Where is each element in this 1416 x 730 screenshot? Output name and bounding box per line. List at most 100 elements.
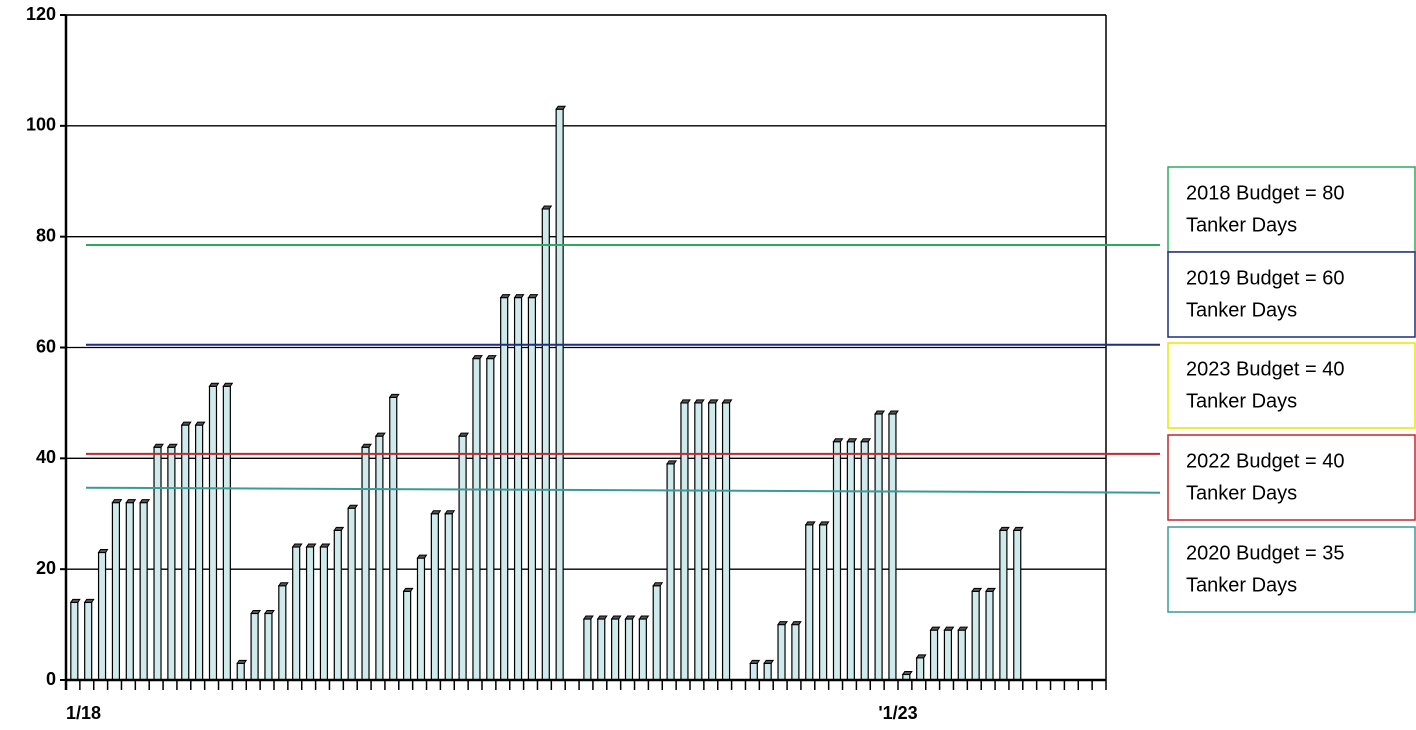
bar-top xyxy=(513,294,525,299)
bar xyxy=(832,441,842,681)
bar xyxy=(666,463,675,681)
bar xyxy=(763,662,772,681)
bar-top xyxy=(277,582,289,587)
x-tick-label: 1/18 xyxy=(66,703,101,723)
bar xyxy=(222,385,231,681)
y-tick-label: 0 xyxy=(46,669,56,689)
budget-box xyxy=(1167,434,1416,521)
bar-top xyxy=(69,598,81,603)
bar xyxy=(611,618,620,681)
budget-label: Tanker Days xyxy=(1186,390,1297,412)
bar-top xyxy=(472,355,483,360)
y-tick-label: 100 xyxy=(26,115,56,135)
bar-top xyxy=(333,526,345,531)
bar xyxy=(624,618,634,681)
bar-top xyxy=(319,543,331,548)
bar xyxy=(846,441,855,681)
bar xyxy=(208,385,218,681)
bar-top xyxy=(374,432,386,437)
budget-line xyxy=(85,486,1161,494)
budget-box xyxy=(1167,342,1416,429)
bar xyxy=(957,629,966,681)
bar-top xyxy=(305,543,317,548)
bar xyxy=(111,502,121,681)
bar-top xyxy=(624,615,636,620)
bar xyxy=(472,357,481,681)
budget-box xyxy=(1167,526,1416,613)
bar-top xyxy=(139,499,151,504)
bar-top xyxy=(236,659,248,664)
budget-label: 2023 Budget = 40 xyxy=(1186,358,1344,380)
bar-top xyxy=(763,659,775,664)
bar xyxy=(250,612,259,681)
budget-label: 2020 Budget = 35 xyxy=(1186,542,1344,564)
bar-top xyxy=(707,399,719,404)
bar-top xyxy=(111,499,123,504)
bar xyxy=(125,502,134,681)
bar xyxy=(319,546,329,681)
bar-top xyxy=(125,499,137,504)
bar-top xyxy=(485,355,497,360)
bar-top xyxy=(971,587,983,592)
y-tick-label: 80 xyxy=(36,225,56,245)
bar xyxy=(943,629,953,681)
bar-top xyxy=(1012,526,1024,531)
budget-label: Tanker Days xyxy=(1186,482,1297,504)
bar xyxy=(347,507,356,681)
bar xyxy=(403,590,412,681)
bar xyxy=(181,424,190,681)
budget-box xyxy=(1167,166,1416,253)
bar-top xyxy=(846,438,858,443)
bar-top xyxy=(180,421,192,426)
bar-top xyxy=(777,621,788,626)
budget-label: Tanker Days xyxy=(1186,299,1297,321)
bar xyxy=(652,585,661,681)
bar-top xyxy=(998,526,1010,531)
bar-top xyxy=(749,659,761,664)
bar xyxy=(1013,529,1022,681)
bar xyxy=(375,435,384,681)
bar xyxy=(791,623,800,681)
bar-top xyxy=(166,443,178,448)
bar xyxy=(153,446,162,681)
bar xyxy=(694,402,703,681)
bar xyxy=(486,357,495,681)
bar xyxy=(264,612,273,681)
bar-top xyxy=(943,626,955,631)
bar-top xyxy=(527,294,539,299)
bar-top xyxy=(693,399,705,404)
bar-top xyxy=(347,504,359,509)
bar xyxy=(389,396,398,681)
bar xyxy=(819,524,828,681)
bar xyxy=(167,446,176,681)
bar xyxy=(416,557,426,681)
bar xyxy=(985,590,994,681)
bar-top xyxy=(291,543,303,548)
bar xyxy=(84,601,93,681)
budget-label: Tanker Days xyxy=(1186,214,1297,236)
bar xyxy=(583,618,592,681)
budget-label: 2019 Budget = 60 xyxy=(1186,267,1344,289)
bar xyxy=(444,513,453,681)
budget-label: Tanker Days xyxy=(1186,574,1297,596)
y-tick-label: 40 xyxy=(36,447,56,467)
bar-top xyxy=(874,410,886,415)
bar-top xyxy=(804,521,816,526)
bar xyxy=(638,618,647,681)
bar xyxy=(361,446,370,681)
bar-top xyxy=(541,205,553,210)
bar-top xyxy=(680,399,691,404)
bar-top xyxy=(250,610,262,614)
bar-top xyxy=(458,432,470,437)
bar xyxy=(597,618,606,681)
bar xyxy=(541,208,550,681)
bar xyxy=(333,529,342,681)
bar xyxy=(916,657,925,681)
budget-label: 2022 Budget = 40 xyxy=(1186,450,1344,472)
bar-top xyxy=(985,587,996,592)
bar xyxy=(777,623,786,681)
bar-top xyxy=(153,443,164,448)
bar-top xyxy=(208,382,220,387)
bar xyxy=(555,108,564,681)
bar-top xyxy=(915,654,927,659)
